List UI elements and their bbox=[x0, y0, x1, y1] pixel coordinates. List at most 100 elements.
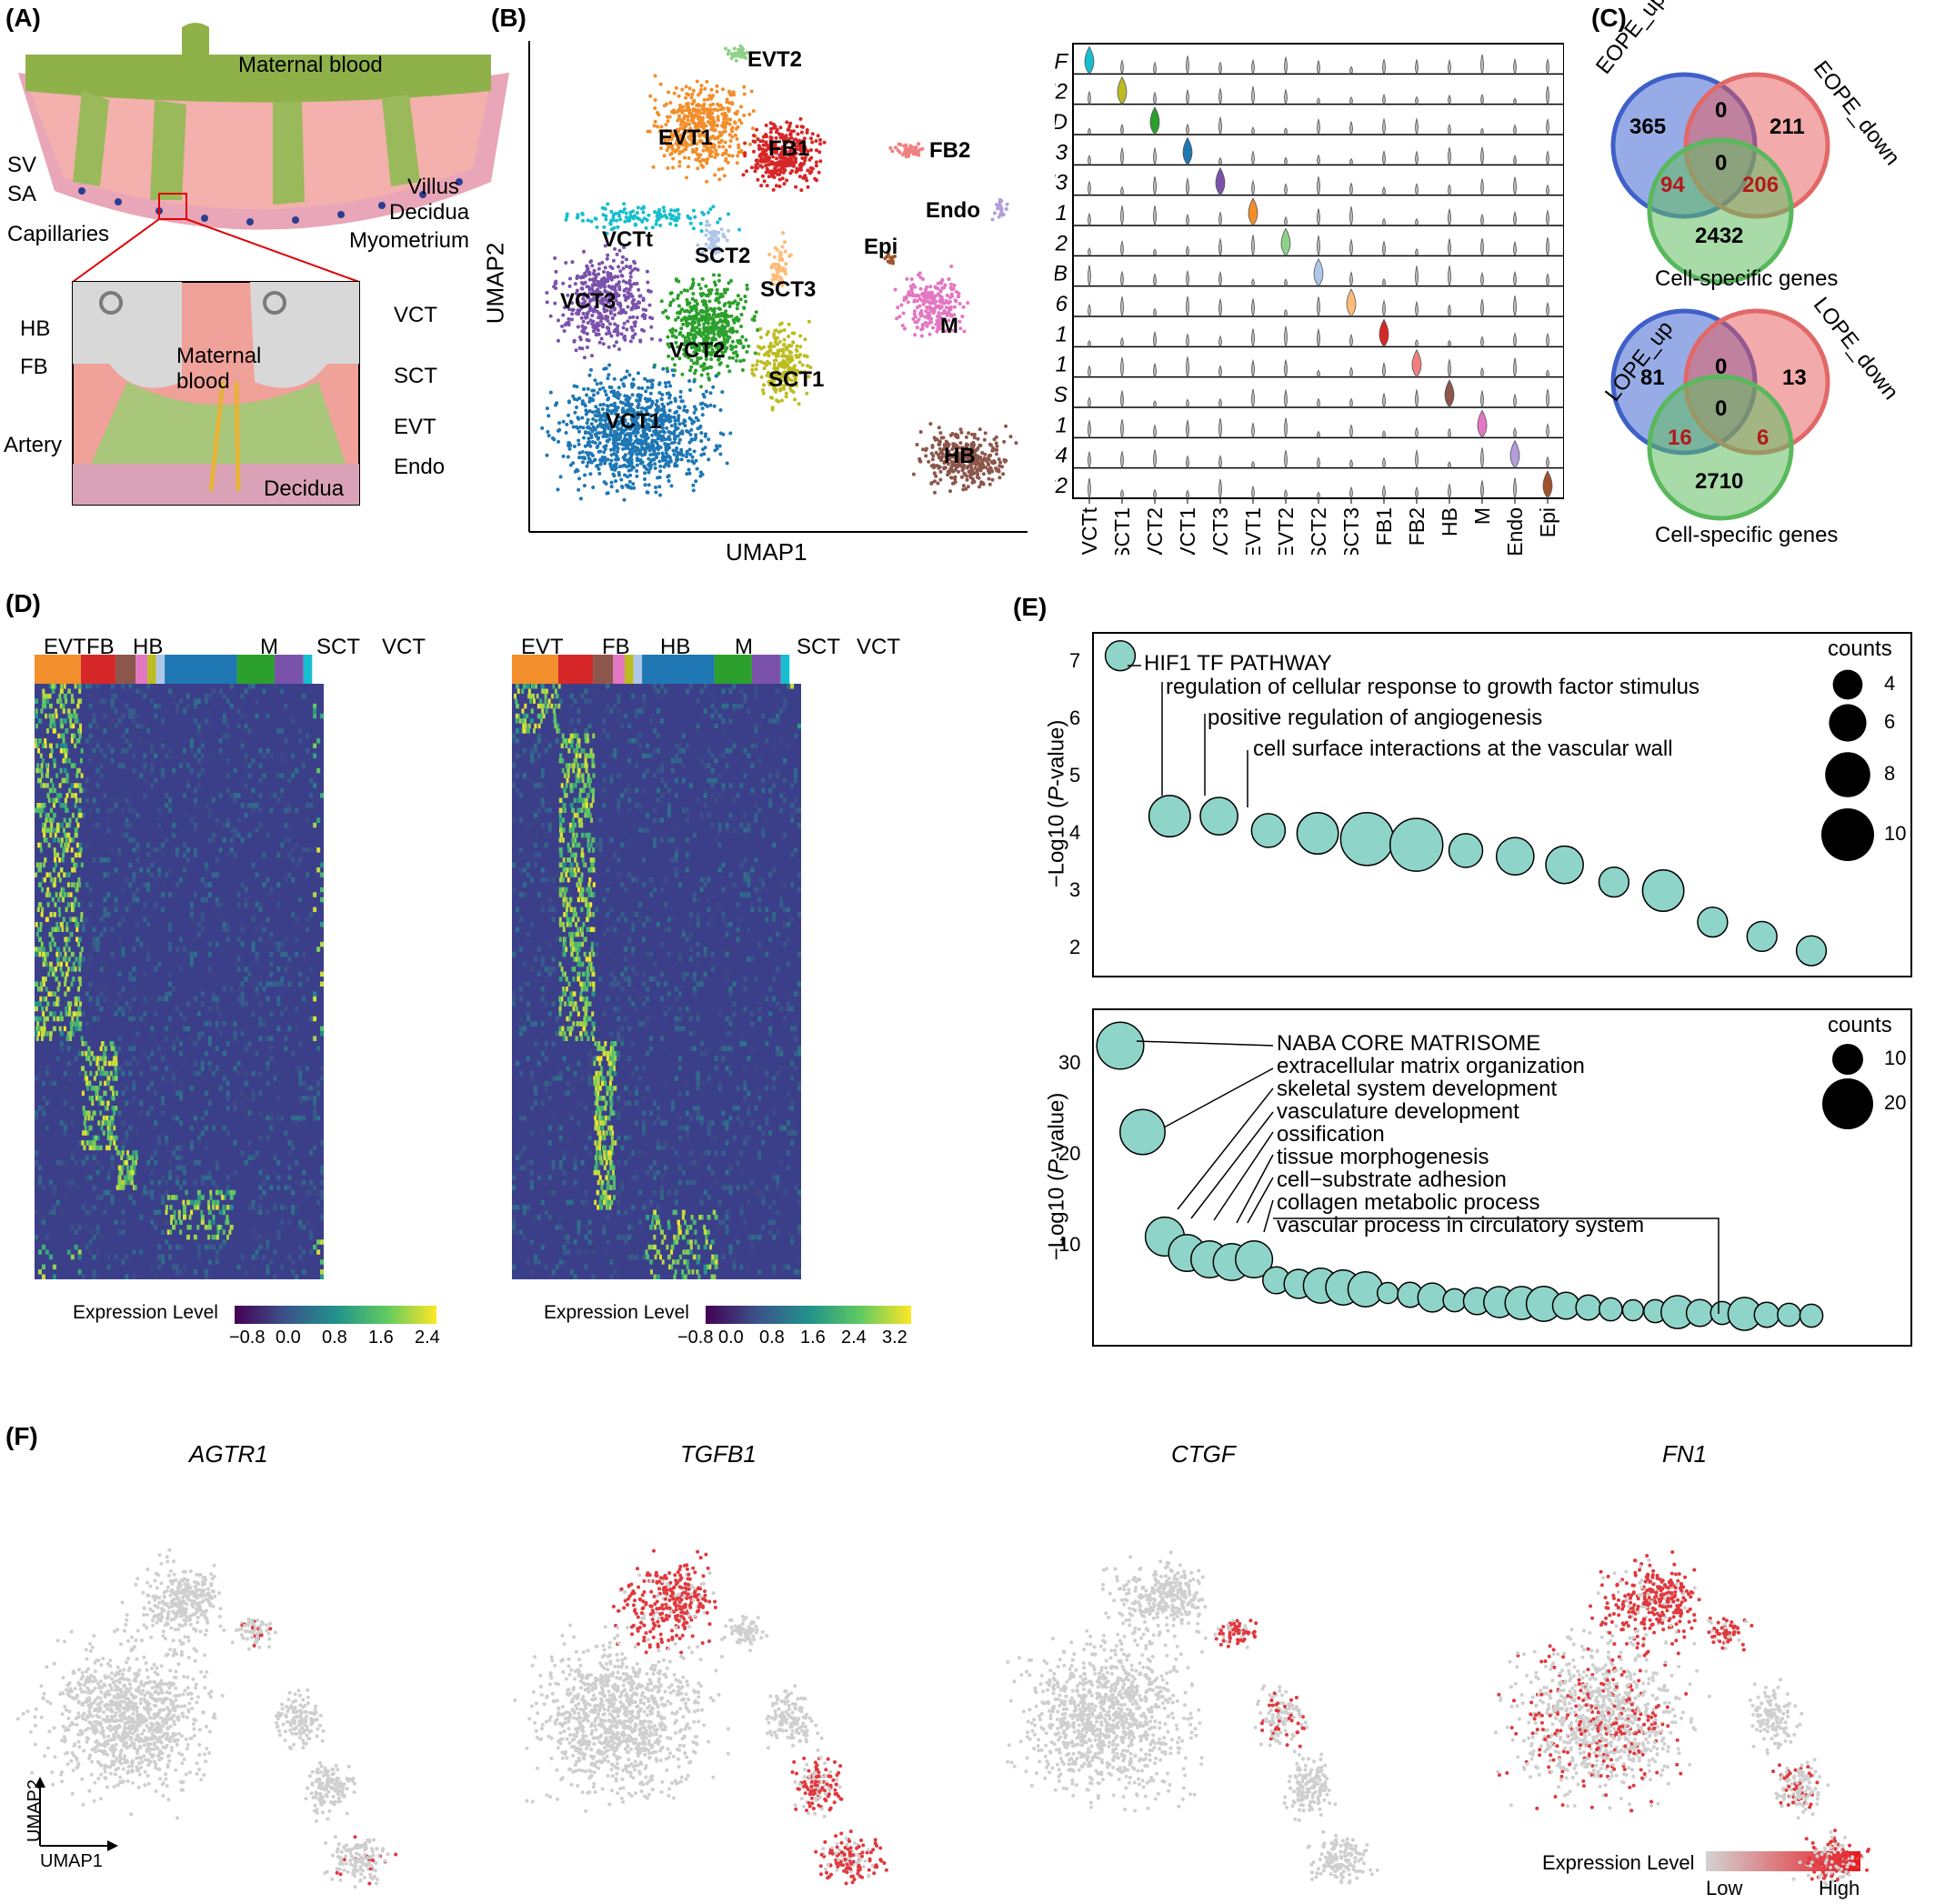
violin-FAM26D-SCT1 bbox=[1121, 125, 1124, 135]
heatmap-group-label-VCT: VCT bbox=[382, 635, 426, 660]
violin-AGTR1-SCT1 bbox=[1121, 357, 1124, 377]
violin-COL1A1-VCTt bbox=[1088, 341, 1091, 347]
violin-AGTR1-EVT1 bbox=[1252, 360, 1255, 376]
violin-GREM2-Endo bbox=[1514, 98, 1517, 105]
violin-FAM26D-VCT1 bbox=[1187, 125, 1189, 135]
a-text-vct: VCT bbox=[394, 303, 437, 328]
violin-AGTR1-FB1 bbox=[1383, 363, 1386, 376]
violin-PSG6-Endo bbox=[1514, 296, 1517, 316]
enrichment-point bbox=[1390, 818, 1443, 871]
umap-label-EVT2: EVT2 bbox=[747, 47, 802, 73]
violin-PAPPA2-SCT2 bbox=[1318, 235, 1320, 256]
annotation-leader bbox=[1164, 1068, 1273, 1127]
violin-gene-label: AGTR1 bbox=[1055, 353, 1068, 377]
violin-PSG6-VCT3 bbox=[1219, 299, 1222, 316]
violin-CD34-Epi bbox=[1547, 456, 1549, 467]
violin-HPGDS-Endo bbox=[1514, 395, 1517, 407]
violin-WFDC2-VCT1 bbox=[1187, 490, 1189, 498]
enrichment-point bbox=[1297, 813, 1338, 854]
counts-legend-dot bbox=[1832, 1044, 1863, 1075]
e-top-legend-title: counts bbox=[1828, 636, 1892, 662]
violin-WFDC2-SCT3 bbox=[1350, 487, 1353, 498]
violin-MYLPF-EVT1 bbox=[1252, 60, 1255, 74]
e-top-ytick: 4 bbox=[1069, 821, 1080, 845]
violin-CD34-M bbox=[1481, 447, 1484, 467]
violin-GREM2-SCT3 bbox=[1350, 97, 1353, 105]
violin-celltype-label: SCT3 bbox=[1339, 507, 1363, 555]
violin-SLC52A3-M bbox=[1481, 147, 1484, 165]
violin-celltype-label: VCT3 bbox=[1208, 507, 1232, 555]
violin-PSG6-SCT3 bbox=[1347, 289, 1356, 316]
violin-CD34-HB bbox=[1449, 462, 1451, 468]
panel-label-e: (E) bbox=[1013, 593, 1047, 622]
violin-HLA-DPB1-SCT1 bbox=[1121, 419, 1124, 437]
violin-MYLPF-VCTt bbox=[1085, 46, 1094, 74]
violin-WFDC2-SCT1 bbox=[1121, 490, 1124, 498]
violin-MYLPF-EVT2 bbox=[1285, 57, 1288, 74]
umap-label-HB: HB bbox=[944, 444, 976, 469]
heatmap-group-bar bbox=[752, 655, 781, 684]
counts-legend-dot bbox=[1822, 1078, 1873, 1129]
villus-3 bbox=[273, 102, 305, 205]
umap-cluster-EVT2 bbox=[724, 45, 750, 63]
f-legend-low: Low bbox=[1706, 1877, 1742, 1900]
venn1-label-c: Cell-specific genes bbox=[1655, 266, 1838, 292]
violin-CDKN3-M bbox=[1481, 179, 1484, 195]
enrichment-point bbox=[1698, 907, 1728, 937]
enrichment-point bbox=[1497, 837, 1534, 875]
colorbar-left-title: Expression Level bbox=[73, 1302, 218, 1324]
e-bottom-ytick: 30 bbox=[1058, 1051, 1080, 1075]
violin-gene-label: TMEM91 bbox=[1055, 201, 1068, 225]
violin-HPGDS-VCTt bbox=[1088, 397, 1091, 407]
violin-HLA-DPB1-Endo bbox=[1514, 428, 1517, 438]
violin-TMEM91-M bbox=[1481, 215, 1484, 225]
violin-CD34-EVT2 bbox=[1285, 450, 1288, 467]
umap-label-VCT2: VCT2 bbox=[669, 338, 725, 364]
violin-PSG6-SCT2 bbox=[1318, 296, 1320, 316]
violin-COL1A1-VCT2 bbox=[1154, 332, 1157, 346]
colorbar-right bbox=[706, 1306, 911, 1324]
heatmap-group-label-FB: FB bbox=[602, 635, 630, 660]
e-ylabel-p: P bbox=[1044, 787, 1068, 801]
violin-CDKN3-Epi bbox=[1547, 185, 1549, 195]
venn2-label-c: Cell-specific genes bbox=[1655, 523, 1838, 548]
violin-celltype-label: Endo bbox=[1503, 507, 1527, 555]
colorbar-right-tick: 2.4 bbox=[841, 1328, 867, 1348]
violin-SLC52A3-SCT2 bbox=[1318, 155, 1320, 165]
violin-SLC52A3-VCT1 bbox=[1183, 137, 1192, 165]
counts-legend-dot bbox=[1825, 752, 1870, 797]
enrichment-point bbox=[1097, 1022, 1144, 1069]
e-bottom-legend-value: 20 bbox=[1884, 1091, 1906, 1115]
violin-NPPB-SCT1 bbox=[1121, 272, 1124, 286]
violin-PAPPA2-VCT3 bbox=[1219, 239, 1222, 256]
violin-HPGDS-VCT2 bbox=[1154, 401, 1157, 407]
enrichment-point bbox=[1778, 1303, 1800, 1326]
panel-b: (B) UMAP1 UMAP2 MYLPFGREM2FAM26DSLC52A3C… bbox=[491, 0, 1564, 564]
violin-PAPPA2-HB bbox=[1449, 239, 1451, 256]
heatmap-group-bar bbox=[275, 655, 304, 684]
heatmap-group-label-HB: HB bbox=[660, 635, 690, 660]
violin-FAM26D-Endo bbox=[1514, 125, 1517, 135]
violin-GREM2-SCT1 bbox=[1118, 77, 1127, 105]
annotation-leader bbox=[1214, 1132, 1273, 1220]
venn2-ab: 0 bbox=[1715, 355, 1727, 380]
violin-SLC52A3-VCTt bbox=[1088, 155, 1091, 165]
colorbar-right-tick: 0.0 bbox=[718, 1328, 744, 1348]
colorbar-right-tick: 0.8 bbox=[759, 1328, 785, 1348]
violin-AGTR1-HB bbox=[1449, 360, 1451, 377]
a-text-evt: EVT bbox=[394, 415, 436, 440]
violin-gene-label: NPPB bbox=[1055, 262, 1068, 286]
e-top-legend-value: 10 bbox=[1884, 822, 1906, 846]
violin-NPPB-Epi bbox=[1547, 274, 1549, 286]
violin-SLC52A3-FB1 bbox=[1383, 151, 1386, 165]
violin-COL1A1-SCT3 bbox=[1350, 335, 1353, 346]
violin-CD34-VCT3 bbox=[1219, 456, 1222, 467]
violin-SLC52A3-HB bbox=[1449, 147, 1451, 165]
violin-FAM26D-VCT3 bbox=[1219, 117, 1222, 135]
violin-CDKN3-EVT1 bbox=[1252, 181, 1255, 195]
e-bottom-annotation: cell−substrate adhesion bbox=[1277, 1167, 1507, 1193]
violin-PAPPA2-FB2 bbox=[1416, 249, 1419, 256]
e-bottom-annotation: tissue morphogenesis bbox=[1277, 1145, 1489, 1170]
violin-HPGDS-EVT2 bbox=[1285, 390, 1288, 407]
violin-gene-label: FAM26D bbox=[1055, 110, 1068, 135]
